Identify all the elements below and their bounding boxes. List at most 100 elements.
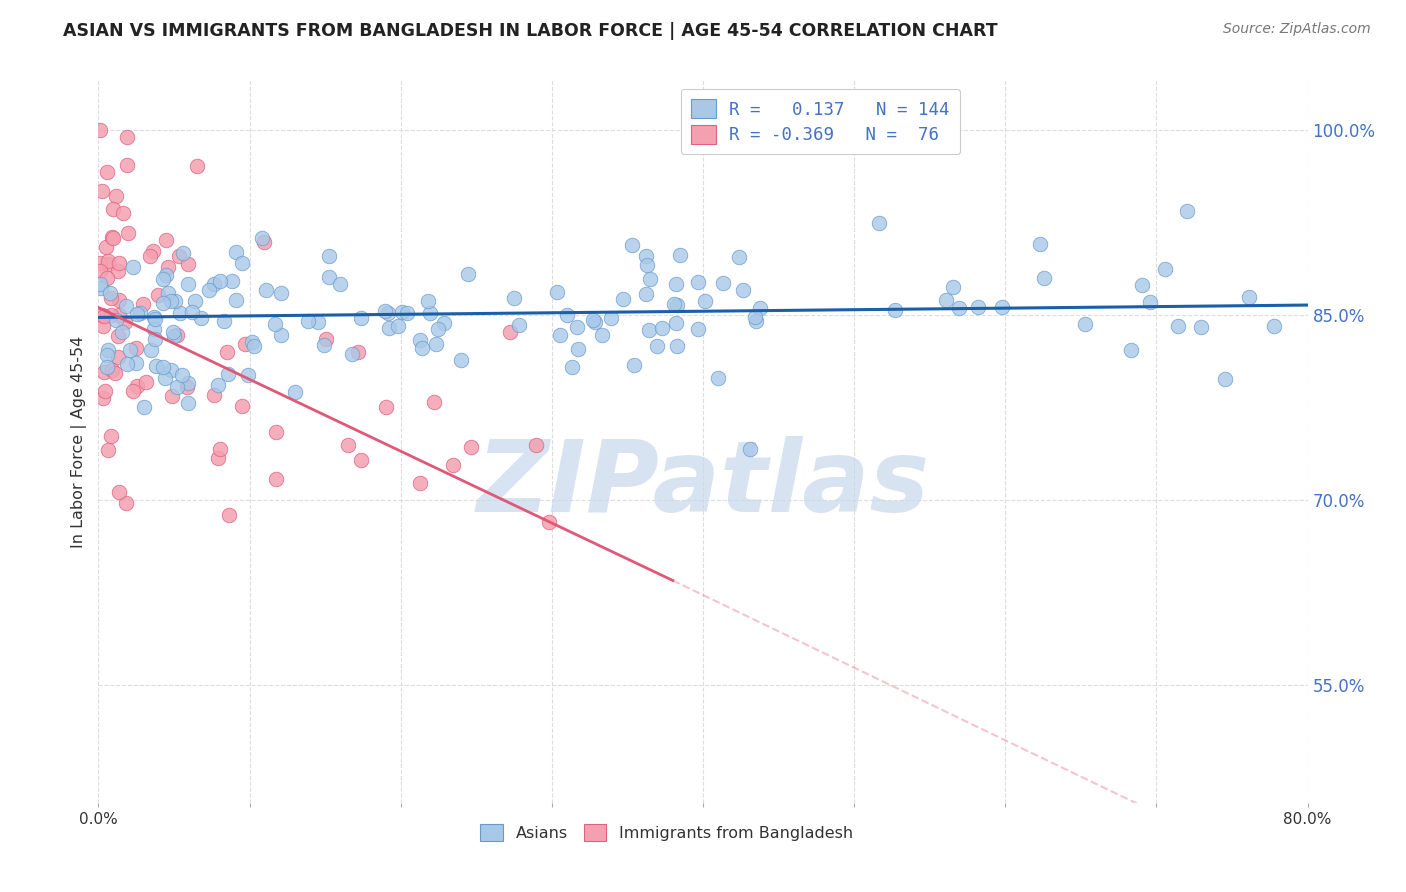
Point (127, 307, 149, 321)
Point (89, 122, 111, 136)
Point (96, 271, 118, 285)
Point (254, 283, 277, 297)
Point (868, 216, 890, 230)
Point (225, 245, 247, 260)
Point (1239, 290, 1261, 304)
Point (94, 384, 117, 399)
Point (152, 296, 174, 310)
Point (121, 384, 143, 398)
Point (160, 293, 183, 308)
Point (665, 277, 688, 291)
Point (636, 249, 658, 263)
Point (157, 260, 180, 274)
Point (172, 245, 194, 260)
Point (1189, 319, 1212, 334)
Point (108, 293, 131, 307)
Point (350, 452, 373, 467)
Point (198, 283, 221, 297)
Point (160, 389, 183, 403)
Point (125, 356, 148, 370)
Point (160, 363, 183, 377)
Point (93, 319, 115, 334)
Point (96, 359, 118, 374)
Point (1029, 236, 1052, 251)
Y-axis label: In Labor Force | Age 45-54: In Labor Force | Age 45-54 (72, 335, 87, 548)
Point (111, 325, 134, 339)
Point (378, 321, 401, 335)
Text: ZIPatlas: ZIPatlas (477, 436, 929, 533)
Point (745, 314, 768, 328)
Point (169, 306, 191, 320)
Point (350, 311, 373, 326)
Point (89, 256, 111, 270)
Point (1121, 343, 1143, 357)
Point (117, 357, 139, 371)
Point (591, 327, 613, 342)
Point (163, 294, 186, 309)
Point (315, 332, 337, 346)
Point (636, 287, 658, 301)
Point (231, 399, 253, 413)
Point (97, 254, 120, 268)
Point (264, 317, 287, 331)
Point (177, 277, 200, 292)
Point (638, 323, 661, 337)
Point (115, 300, 138, 314)
Point (599, 311, 621, 326)
Point (502, 291, 524, 305)
Point (207, 377, 229, 392)
Point (1154, 262, 1177, 277)
Point (155, 233, 177, 247)
Point (419, 305, 441, 319)
Point (166, 380, 188, 394)
Point (231, 256, 253, 270)
Point (374, 304, 396, 318)
Point (90, 281, 112, 295)
Point (450, 353, 472, 368)
Point (253, 235, 276, 249)
Point (565, 319, 588, 334)
Point (707, 371, 730, 385)
Point (583, 315, 606, 329)
Point (233, 337, 256, 351)
Point (163, 329, 186, 343)
Point (664, 316, 686, 330)
Point (426, 321, 449, 335)
Point (425, 337, 447, 351)
Point (391, 305, 413, 319)
Point (217, 344, 239, 359)
Point (250, 230, 273, 244)
Point (645, 339, 668, 353)
Point (387, 319, 409, 334)
Point (90, 308, 112, 322)
Point (731, 283, 754, 297)
Point (107, 350, 129, 364)
Point (1073, 318, 1095, 332)
Point (695, 294, 717, 309)
Point (935, 293, 957, 307)
Point (546, 285, 568, 300)
Point (638, 272, 661, 286)
Point (96, 239, 118, 253)
Point (132, 297, 155, 311)
Point (270, 328, 292, 343)
Point (411, 341, 433, 355)
Point (666, 339, 689, 353)
Point (176, 257, 198, 271)
Point (1130, 277, 1153, 292)
Point (157, 285, 180, 300)
Point (107, 308, 129, 322)
Point (97, 442, 120, 457)
Point (104, 313, 127, 327)
Point (621, 237, 644, 252)
Point (264, 425, 287, 440)
Point (96, 348, 118, 362)
Point (143, 312, 166, 326)
Point (284, 384, 307, 399)
Point (457, 267, 479, 281)
Point (176, 380, 198, 394)
Point (567, 342, 589, 356)
Point (409, 333, 432, 347)
Point (243, 339, 266, 353)
Point (209, 274, 232, 288)
